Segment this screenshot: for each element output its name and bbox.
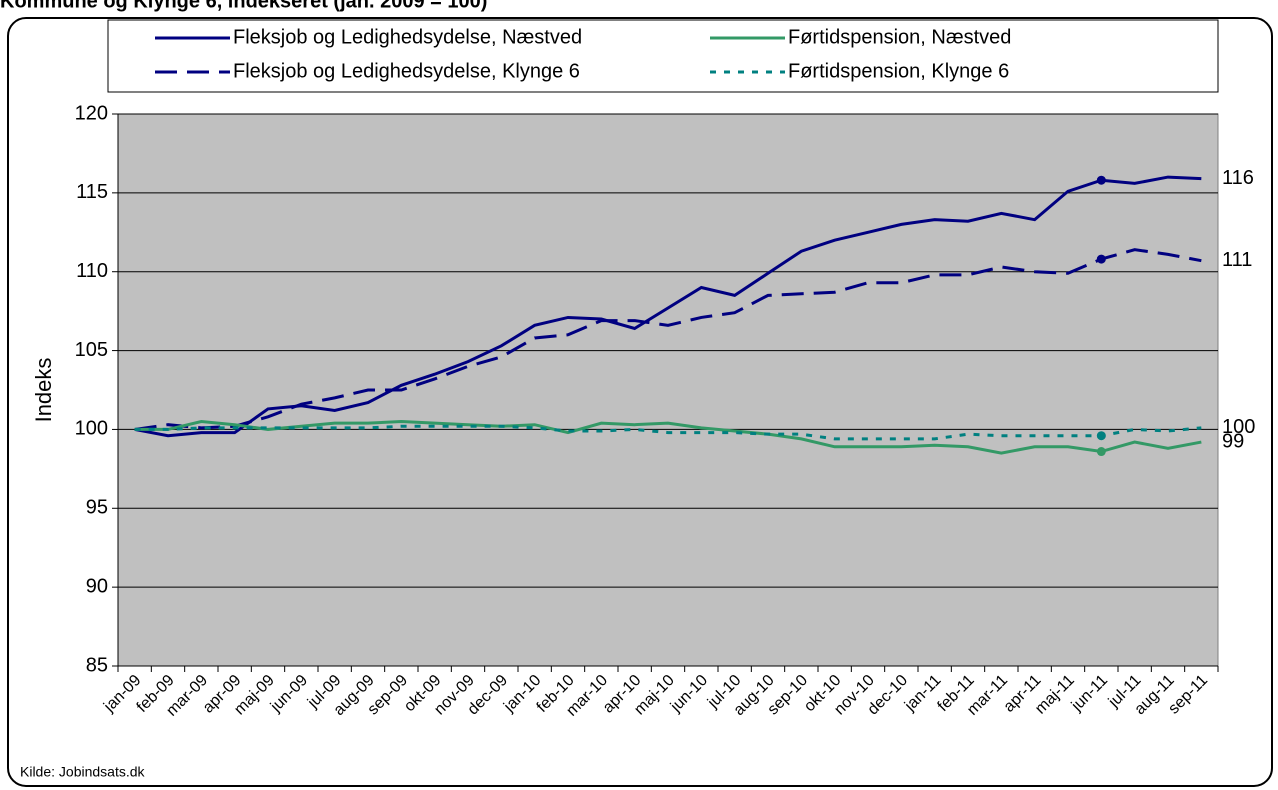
series-line [134,175,1202,438]
legend-label: Førtidspension, Klynge 6 [788,60,1009,82]
plot-area [117,113,1219,667]
y-tick-label: 100 [75,418,108,440]
end-label: 116 [1222,167,1254,189]
source: Kilde: Jobindsats.dk [20,764,146,780]
y-tick-label: 115 [76,181,108,203]
y-tick-label: 120 [75,102,108,124]
chart-title: Kommune og Klynge 6, indekseret (jan. 20… [0,0,487,12]
series-line [134,248,1202,431]
end-label: 100 [1222,416,1255,438]
end-label: 111 [1222,249,1252,271]
point-marker [1096,175,1106,185]
y-tick-label: 90 [86,575,108,597]
legend-label: Fleksjob og Ledighedsydelse, Klynge 6 [233,60,580,82]
y-tick-label: 85 [86,654,108,676]
legend-box [107,19,1219,93]
y-tick-label: 110 [76,260,108,282]
y-axis-label: Indeks [31,358,56,423]
end-label: 99 [1222,430,1244,452]
series-line [134,424,1202,441]
legend-label: Fleksjob og Ledighedsydelse, Næstved [233,26,582,48]
point-marker [1096,254,1106,264]
y-tick-label: 105 [75,339,108,361]
point-marker [1096,431,1106,441]
series-line [134,420,1202,455]
legend-label: Førtidspension, Næstved [788,26,1011,48]
y-tick-label: 95 [86,497,108,519]
point-marker [1096,447,1106,457]
